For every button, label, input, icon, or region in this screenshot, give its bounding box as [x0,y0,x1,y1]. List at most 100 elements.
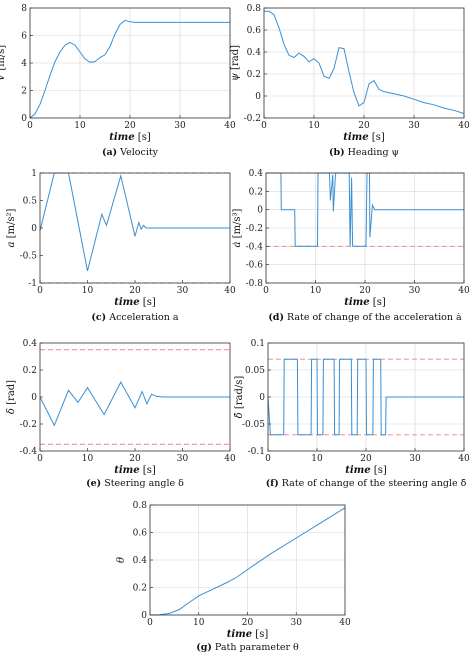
x-tick-label: 30 [409,286,421,296]
x-tick-label: 40 [224,121,236,131]
x-tick-label: 40 [224,286,236,296]
y-tick-label: 0 [141,611,147,621]
series-line-e [39,381,230,427]
y-tick-label: 1 [31,169,37,179]
subplot-c: 0 10 20 30 40 -1 -0.5 0 0.5 1 time [s] a [m/s²] (c) … [6,169,236,323]
x-tick-label: 0 [27,121,33,131]
x-tick-label: 20 [129,286,141,296]
y-tick-label: 8 [21,4,27,14]
subplot-caption: (c) Acceleration a [91,312,179,323]
y-tick-label: 0 [255,92,261,102]
x-tick-label: 20 [358,121,370,131]
y-tick-label: 0.8 [133,501,148,511]
y-axis-label: θ [116,557,127,563]
y-tick-label: -0.2 [20,420,37,430]
y-tick-label: -0.5 [20,252,38,262]
x-tick-label: 20 [360,454,372,464]
y-axis-label: V [m/s] [0,45,7,81]
y-tick-label: -0.2 [246,224,263,234]
x-tick-label: 30 [177,454,189,464]
x-tick-label: 0 [147,618,153,628]
y-tick-label: 0.4 [133,556,148,566]
x-tick-label: 10 [82,286,94,296]
y-tick-label: 0 [257,206,263,216]
y-tick-label: -0.4 [20,447,38,457]
y-tick-label: 0.8 [247,4,262,14]
x-tick-label: 10 [311,454,323,464]
y-tick-label: -0.4 [246,242,264,252]
y-tick-label: 0 [31,393,37,403]
x-tick-label: 0 [37,454,43,464]
x-tick-label: 40 [339,618,351,628]
x-tick-label: 20 [359,286,371,296]
x-tick-label: 40 [458,121,470,131]
x-tick-label: 20 [124,121,136,131]
subplot-f: 0 10 20 30 40 -0.1 -0.05 0 0.05 0.1 time [s] δ̇ [ra… [234,339,470,489]
x-tick-label: 30 [174,121,186,131]
x-tick-label: 0 [261,121,267,131]
x-axis-label: time [s] [343,132,385,143]
y-tick-label: 0.05 [245,366,265,376]
y-tick-label: 0.4 [247,48,262,58]
y-tick-label: 2 [21,87,27,97]
y-tick-label: 0 [31,224,37,234]
y-axis-label: a [m/s²] [6,208,17,247]
x-axis-label: time [s] [109,132,151,143]
x-tick-label: 20 [129,454,141,464]
x-tick-label: 30 [291,618,303,628]
y-tick-label: 0.6 [247,26,262,36]
subplot-caption: (f) Rate of change of the steering angle… [266,478,467,489]
y-tick-label: -0.6 [246,261,264,271]
x-axis-label: time [s] [345,465,387,476]
x-axis-label: time [s] [114,297,156,308]
series-line-a [29,19,230,119]
y-axis-label: δ [rad] [6,380,17,414]
series-line-f [267,358,464,436]
y-axis-label: ψ [rad] [230,45,241,81]
y-tick-label: 0.5 [23,197,38,207]
y-tick-label: 6 [21,32,27,42]
y-tick-label: 0 [21,114,27,124]
x-axis-label: time [s] [114,465,156,476]
subplot-a: 0 10 20 30 40 0 2 4 6 8 time [s] V [m/s] (a) Velocit… [0,4,236,158]
y-tick-label: -0.05 [242,420,265,430]
x-tick-label: 30 [408,121,420,131]
series-line-g [149,507,346,616]
y-tick-label: 4 [21,59,27,69]
y-tick-label: -0.2 [244,114,261,124]
x-tick-label: 40 [458,454,470,464]
x-tick-label: 10 [310,286,322,296]
y-tick-label: 0 [259,393,265,403]
x-tick-label: 10 [193,618,205,628]
y-axis-label: δ̇ [rad/s] [234,376,245,419]
y-tick-label: -1 [28,279,37,289]
subplot-caption: (e) Steering angle δ [86,478,184,489]
subplot-e: 0 10 20 30 40 -0.4 -0.2 0 0.2 0.4 time [s] δ [rad] (… [6,339,236,489]
x-tick-label: 40 [224,454,236,464]
subplot-g: 0 10 20 30 40 0 0.2 0.4 0.6 0.8 time [s] θ (g) Path … [116,501,351,653]
x-tick-label: 0 [37,286,43,296]
subplot-caption: (a) Velocity [102,147,159,158]
y-tick-label: 0.2 [247,70,261,80]
y-tick-label: -0.8 [246,279,264,289]
y-tick-label: 0.4 [249,169,264,179]
series-line-c [39,172,230,272]
y-axis-label: ȧ [m/s³] [232,208,243,247]
y-tick-label: 0.2 [23,366,37,376]
y-tick-label: 0.1 [251,339,265,349]
y-tick-label: 0.2 [249,187,263,197]
x-tick-label: 10 [308,121,320,131]
x-tick-label: 10 [74,121,86,131]
y-tick-label: 0.6 [133,529,148,539]
y-tick-label: 0.4 [23,339,38,349]
x-tick-label: 20 [242,618,254,628]
x-tick-label: 0 [265,454,271,464]
subplot-caption: (d) Rate of change of the acceleration ȧ [268,312,462,323]
subplot-d: 0 10 20 30 40 -0.8 -0.6 -0.4 -0.2 0 0.2 0.4 time [s]… [232,169,470,323]
subplot-caption: (b) Heading ψ [329,147,399,158]
x-tick-label: 10 [82,454,94,464]
y-tick-label: -0.1 [248,447,265,457]
x-axis-label: time [s] [227,629,269,640]
